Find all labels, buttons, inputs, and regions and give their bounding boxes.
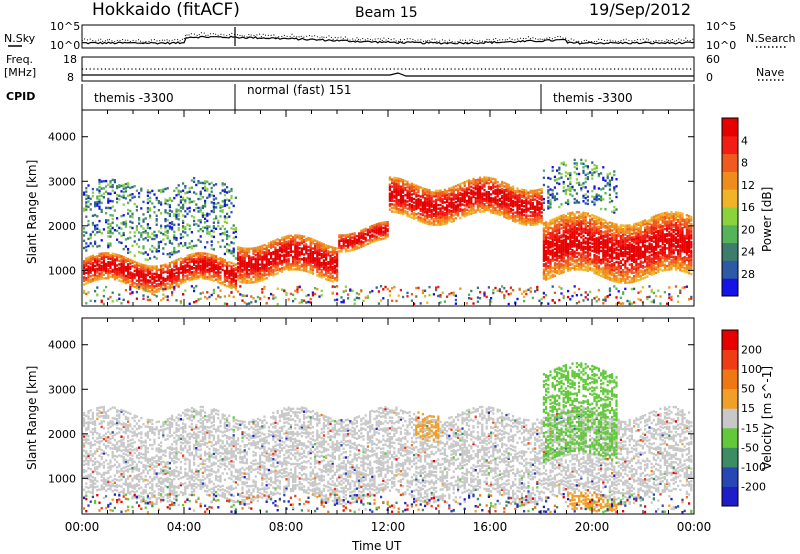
colorbar-swatch — [722, 466, 738, 487]
nsky-panel: N.Sky 10^5 10^0 10^5 10^0 N.Search — [4, 20, 796, 52]
x-tick-label: 04:00 — [167, 520, 202, 534]
cpid-segments: themis -3300 normal (fast) 151 themis -330… — [94, 83, 633, 110]
colorbar-swatch — [722, 242, 738, 261]
freq-right-tick-top: 60 — [706, 53, 720, 66]
y-tick-label: 1000 — [48, 472, 76, 485]
cpid-segment-label: normal (fast) 151 — [247, 83, 351, 97]
colorbar-swatch — [722, 260, 738, 279]
power-cells — [83, 158, 693, 306]
colorbar-tick-label: 100 — [741, 363, 762, 376]
colorbar-tick-label: 200 — [741, 344, 762, 357]
colorbar-swatch — [722, 118, 738, 137]
y-tick-label: 2000 — [48, 220, 76, 233]
nsky-label: N.Sky — [4, 32, 36, 45]
nsky-right-tick-bottom: 10^0 — [706, 39, 736, 52]
colorbar-swatch — [722, 486, 738, 507]
freq-left-tick-top: 18 — [63, 53, 77, 66]
y-tick-label: 3000 — [48, 383, 76, 396]
y-tick-label: 4000 — [48, 131, 76, 144]
power-x-tick-marks — [81, 110, 695, 306]
cpid-segment-label: themis -3300 — [553, 91, 633, 105]
colorbar-tick-label: 16 — [741, 201, 755, 214]
colorbar-tick-label: -200 — [741, 480, 766, 493]
colorbar-tick-label: 24 — [741, 246, 755, 259]
y-tick-label: 4000 — [48, 339, 76, 352]
velocity-x-axis-label: Time UT — [351, 539, 402, 553]
colorbar-swatch — [722, 408, 738, 429]
y-tick-label: 3000 — [48, 175, 76, 188]
colorbar-swatch — [722, 153, 738, 172]
velocity-cells — [83, 362, 693, 514]
freq-right-tick-bottom: 0 — [706, 71, 713, 84]
colorbar-swatch — [722, 447, 738, 468]
nsky-left-tick-bottom: 10^0 — [50, 39, 80, 52]
velocity-y-axis: 1000 2000 3000 4000 — [48, 339, 694, 485]
power-colorbar-label: Power [dB] — [760, 187, 774, 252]
colorbar-tick-label: 20 — [741, 223, 755, 236]
freq-label: Freq. — [6, 53, 33, 66]
nave-trace — [82, 72, 694, 77]
nave-label: Nave — [756, 66, 784, 79]
colorbar-swatch — [722, 369, 738, 390]
date-title: 19/Sep/2012 — [589, 0, 691, 19]
x-tick-label: 20:00 — [575, 520, 610, 534]
colorbar-tick-label: 50 — [741, 383, 755, 396]
nsky-frame — [81, 24, 695, 49]
colorbar-tick-label: 28 — [741, 268, 755, 281]
nsky-right-tick-top: 10^5 — [706, 20, 736, 33]
velocity-y-axis-label: Slant Range [km] — [25, 366, 39, 470]
colorbar-frame — [721, 117, 739, 297]
colorbar-frame — [721, 329, 739, 507]
colorbar-tick-label: 15 — [741, 402, 755, 415]
y-tick-label: 2000 — [48, 428, 76, 441]
x-tick-label: 00:00 — [65, 520, 100, 534]
power-panel: 1000 2000 3000 4000 Slant Range [km] 4 8 12 16… — [25, 109, 774, 307]
station-title: Hokkaido (fitACF) — [92, 0, 240, 20]
cpid-label: CPID — [6, 90, 35, 103]
y-tick-label: 1000 — [48, 264, 76, 277]
power-y-axis: 1000 2000 3000 4000 — [48, 131, 694, 277]
nsky-trace — [82, 27, 695, 46]
freq-unit-label: [MHz] — [4, 66, 36, 79]
colorbar-swatch — [722, 388, 738, 409]
colorbar-tick-label: -15 — [741, 422, 759, 435]
power-y-axis-label: Slant Range [km] — [25, 160, 39, 264]
colorbar-swatch — [722, 330, 738, 351]
velocity-colorbar: 200 100 50 15 -15 -50 -100 -200 — [721, 329, 766, 507]
colorbar-swatch — [722, 278, 738, 297]
x-tick-label: 12:00 — [371, 520, 406, 534]
nsky-left-tick-top: 10^5 — [50, 20, 80, 33]
beam-title: Beam 15 — [355, 5, 418, 21]
colorbar-tick-label: 12 — [741, 179, 755, 192]
colorbar-swatch — [722, 189, 738, 208]
freq-left-tick-bottom: 8 — [67, 71, 74, 84]
colorbar-swatch — [722, 349, 738, 370]
cpid-segment-label: themis -3300 — [94, 91, 174, 105]
nsearch-trace — [81, 31, 694, 44]
nsearch-label: N.Search — [746, 32, 796, 45]
colorbar-tick-label: 8 — [741, 157, 748, 170]
colorbar-tick-label: -100 — [741, 461, 766, 474]
velocity-colorbar-label: Velocity [m s^-1] — [760, 366, 774, 470]
colorbar-tick-label: -50 — [741, 441, 759, 454]
colorbar-swatch — [722, 171, 738, 190]
x-tick-label: 00:00 — [677, 520, 712, 534]
colorbar-tick-label: 4 — [741, 134, 748, 147]
colorbar-swatch — [722, 207, 738, 226]
velocity-panel: 1000 2000 3000 4000 00:00 04:00 08:00 12:00 16:… — [25, 317, 774, 553]
colorbar-swatch — [722, 224, 738, 244]
x-tick-label: 08:00 — [269, 520, 304, 534]
colorbar-swatch — [722, 135, 738, 155]
freq-panel: Freq. [MHz] 18 8 60 0 Nave — [4, 53, 786, 84]
power-colorbar: 4 8 12 16 20 24 28 — [721, 117, 755, 297]
colorbar-swatch — [722, 427, 738, 448]
x-tick-label: 16:00 — [473, 520, 508, 534]
velocity-x-axis: 00:00 04:00 08:00 12:00 16:00 20:00 00:00 — [65, 318, 712, 534]
